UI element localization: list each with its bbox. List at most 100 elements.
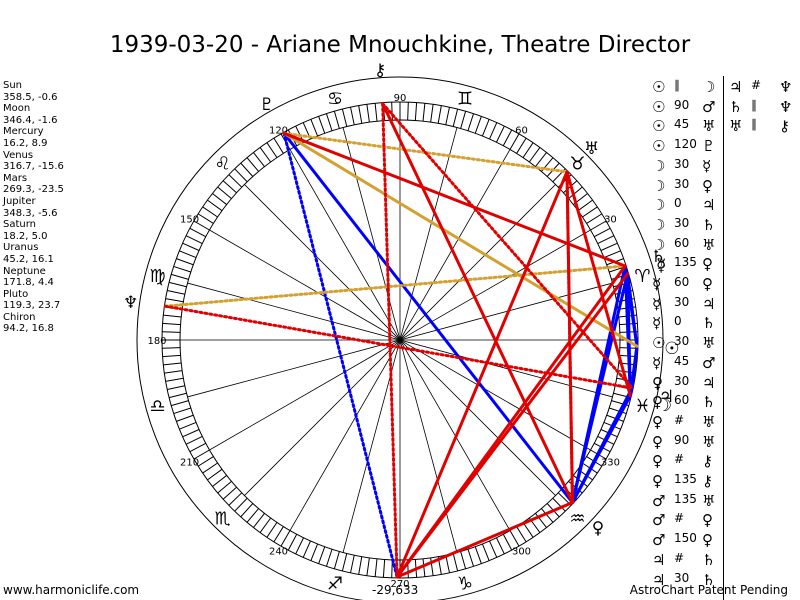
- aspect-planet-b-icon: ♃: [702, 196, 716, 215]
- degree-tick: [528, 147, 541, 163]
- degree-tick: [273, 526, 284, 543]
- degree-tick: [535, 152, 547, 167]
- degree-tick: [489, 122, 498, 140]
- aspect-planet-b-icon: ♄: [702, 393, 716, 412]
- aspect-planet-a-icon: ☽: [652, 196, 666, 215]
- planet-coords-saturn: 18.2, 5.0: [3, 230, 48, 242]
- degree-tick: [502, 534, 513, 551]
- degree-tick: [603, 250, 621, 259]
- planet-name-sun: Sun: [3, 80, 23, 91]
- aspect-type: 30: [674, 373, 690, 388]
- degree-tick: [171, 273, 189, 280]
- aspect-type: 135: [674, 491, 697, 506]
- degree-tick: [287, 534, 298, 551]
- degree-tick: [467, 549, 475, 567]
- degree-tick: [189, 442, 206, 453]
- aspect-line: [282, 131, 627, 268]
- degree-label: 330: [601, 458, 620, 469]
- planet-glyph-sun-icon: ☉: [664, 339, 679, 359]
- aspect-planet-a-icon: ☉: [652, 97, 666, 116]
- aspect-planet-a-icon: ☉: [652, 117, 666, 136]
- degree-tick: [182, 429, 200, 438]
- aspect-planet-b-icon: ☿: [702, 156, 712, 175]
- aspect-planet-a-icon: ☿: [652, 353, 662, 372]
- zodiac-pisces-icon: ♓: [634, 396, 650, 417]
- degree-tick: [382, 559, 386, 578]
- degree-tick: [246, 157, 259, 172]
- aspect-line: [395, 264, 627, 579]
- degree-tick: [422, 558, 426, 577]
- planet-glyph-uranus-icon: ♅: [584, 139, 599, 159]
- degree-label: 300: [512, 546, 531, 557]
- aspect-line: [381, 102, 399, 579]
- aspect-planet-a-icon: ♀: [652, 373, 663, 392]
- degree-tick: [366, 557, 370, 576]
- degree-tick: [167, 385, 185, 390]
- degree-tick: [445, 107, 450, 125]
- planet-name-pluto: Pluto: [3, 288, 29, 300]
- aspect-type: 45: [674, 353, 690, 368]
- degree-tick: [173, 265, 191, 273]
- degree-tick: [162, 354, 181, 358]
- degree-tick: [437, 105, 442, 124]
- degree-tick: [350, 107, 355, 125]
- degree-tick: [164, 370, 183, 374]
- aspect-type: 60: [674, 235, 690, 250]
- degree-tick: [295, 537, 305, 555]
- aspect-planet-a-icon: ♀: [652, 412, 663, 431]
- aspect-line: [565, 170, 632, 398]
- planet-glyph-chiron-icon: ⚷: [374, 61, 386, 81]
- aspect-line: [282, 131, 639, 348]
- aspect-type: ∥: [751, 117, 757, 132]
- aspect-type: 30: [674, 156, 690, 171]
- degree-tick: [407, 102, 409, 121]
- aspect-type: #: [674, 452, 685, 467]
- planet-coords-mercury: 16.2, 8.9: [3, 137, 48, 149]
- planet-name-neptune: Neptune: [3, 265, 46, 277]
- planet-coords-mars: 269.3, -23.5: [3, 184, 64, 196]
- planet-name-chiron: Chiron: [3, 311, 36, 323]
- degree-tick: [489, 540, 498, 558]
- degree-tick: [594, 227, 611, 238]
- degree-tick: [535, 513, 547, 528]
- aspect-planet-b-icon: ♀: [702, 275, 713, 293]
- aspect-planet-a-icon: ☽: [652, 235, 666, 254]
- aspect-planet-a-icon: ♅: [729, 117, 743, 136]
- aspect-planet-b-icon: ♅: [702, 412, 716, 431]
- degree-tick: [358, 105, 363, 124]
- degree-tick: [318, 546, 326, 564]
- chart-title: 1939-03-20 - Ariane Mnouchkine, Theatre …: [109, 32, 691, 58]
- aspect-line: [570, 264, 627, 505]
- aspect-planet-b-icon: ♅: [702, 491, 716, 510]
- degree-tick: [310, 119, 319, 137]
- planet-coords-venus: 316.7, -15.6: [3, 161, 64, 173]
- degree-tick: [509, 530, 520, 547]
- footer-website[interactable]: www.harmoniclife.com: [3, 583, 140, 597]
- aspect-planet-b-icon: ⚷: [779, 117, 790, 136]
- degree-tick: [586, 213, 603, 224]
- degree-tick: [325, 113, 333, 131]
- aspect-type: #: [674, 511, 685, 526]
- aspect-planet-b-icon: ♄: [702, 314, 716, 333]
- aspect-planet-a-icon: ♂: [652, 511, 666, 530]
- degree-tick: [374, 558, 378, 577]
- degree-tick: [391, 559, 393, 578]
- aspect-line: [565, 170, 574, 505]
- degree-tick: [445, 555, 450, 573]
- planet-coords-pluto: 119.3, 23.7: [3, 300, 61, 312]
- degree-tick: [280, 530, 291, 547]
- degree-tick: [182, 242, 200, 251]
- degree-tick: [422, 103, 426, 122]
- degree-tick: [202, 462, 218, 474]
- planet-name-jupiter: Jupiter: [3, 195, 36, 207]
- degree-tick: [333, 111, 340, 129]
- degree-tick: [179, 421, 197, 430]
- aspect-planet-a-icon: ♃: [652, 550, 666, 569]
- degree-tick: [167, 290, 185, 295]
- aspect-planet-b-icon: ♄: [702, 570, 716, 589]
- zodiac-sagittarius-icon: ♐: [327, 573, 343, 594]
- planet-glyph-mercury-icon: ☿: [656, 256, 666, 276]
- aspect-type: 60: [674, 275, 690, 289]
- degree-tick: [193, 449, 210, 460]
- degree-tick: [460, 551, 467, 569]
